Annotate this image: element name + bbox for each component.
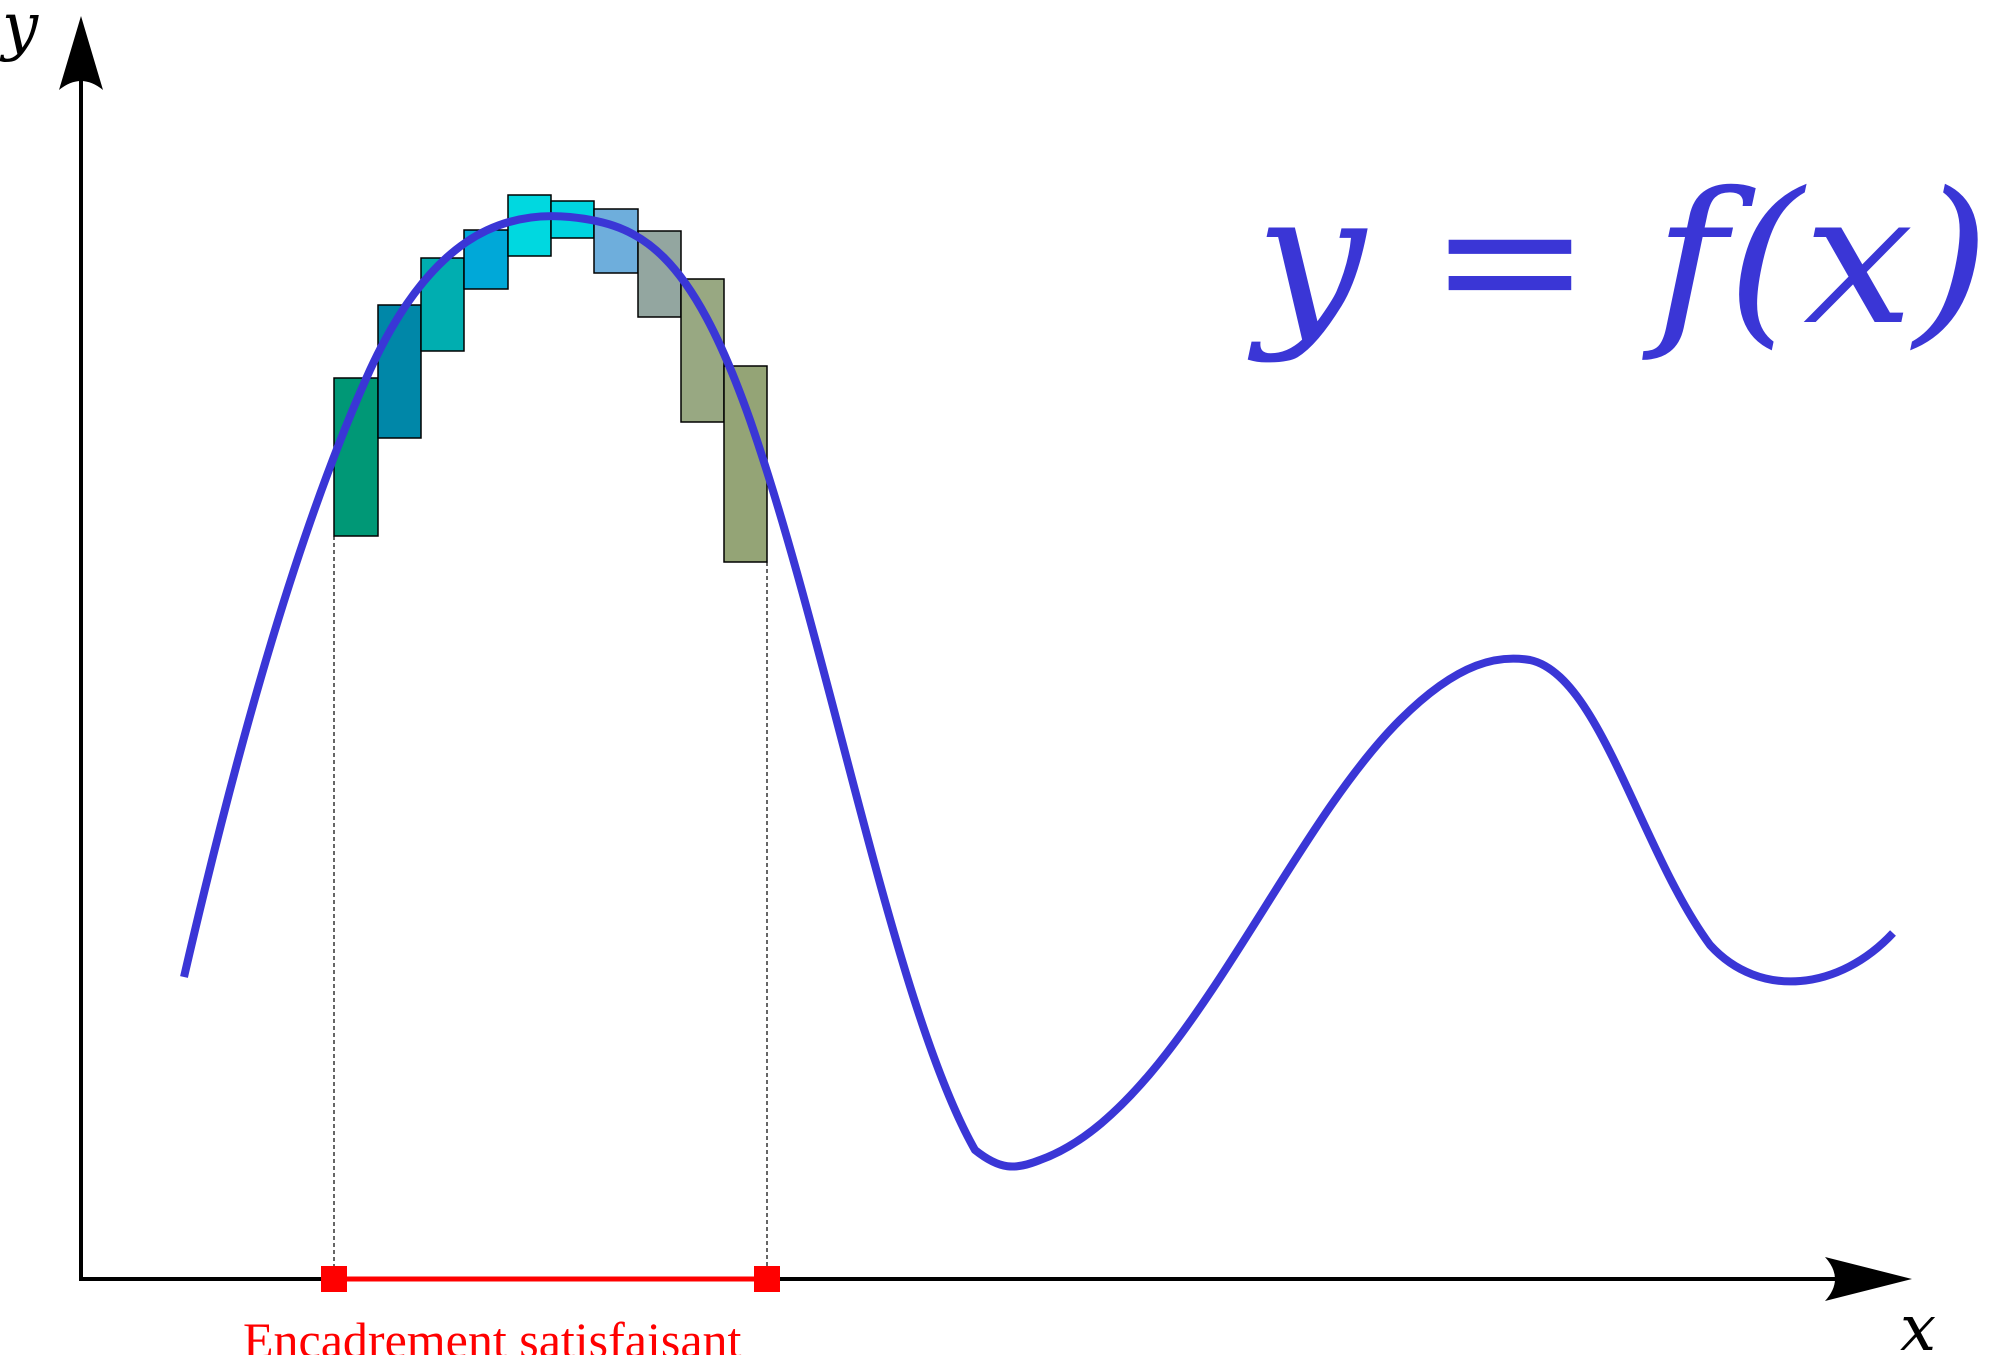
function-label: y = f(x) — [1247, 153, 1990, 365]
function-curve — [180, 212, 1896, 1171]
enclosing-box — [377, 304, 422, 439]
y-axis-arrowhead — [59, 16, 103, 90]
enclosing-boxes — [333, 194, 768, 563]
interval-right-endpoint — [754, 1266, 780, 1292]
interval-label: Encadrement satisfaisant — [243, 1312, 742, 1355]
y-axis-label: y — [0, 0, 39, 64]
x-axis-label: x — [1900, 1292, 1936, 1355]
x-axis-arrowhead — [1825, 1257, 1912, 1301]
enclosing-box — [680, 278, 725, 423]
interval-left-endpoint — [321, 1266, 347, 1292]
enclosing-box — [507, 194, 552, 257]
